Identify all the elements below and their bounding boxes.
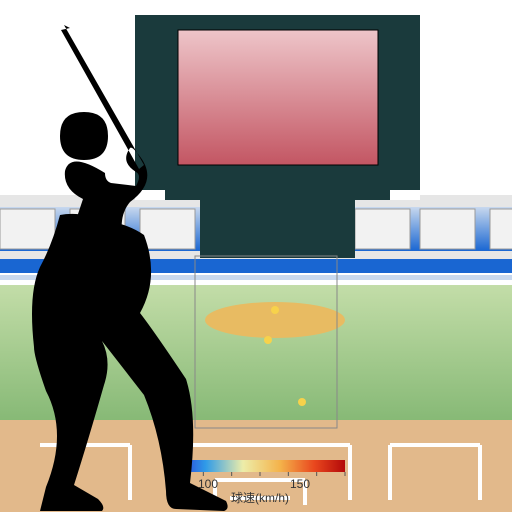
pitch-location-chart: 100150 球速(km/h) bbox=[0, 0, 512, 512]
scoreboard-screen bbox=[178, 30, 378, 165]
velocity-colorbar bbox=[175, 460, 345, 472]
scoreboard-notch-right bbox=[390, 190, 420, 200]
velocity-axis-label: 球速(km/h) bbox=[231, 491, 289, 505]
scoreboard-pillar bbox=[200, 200, 355, 258]
svg-text:150: 150 bbox=[290, 477, 310, 491]
